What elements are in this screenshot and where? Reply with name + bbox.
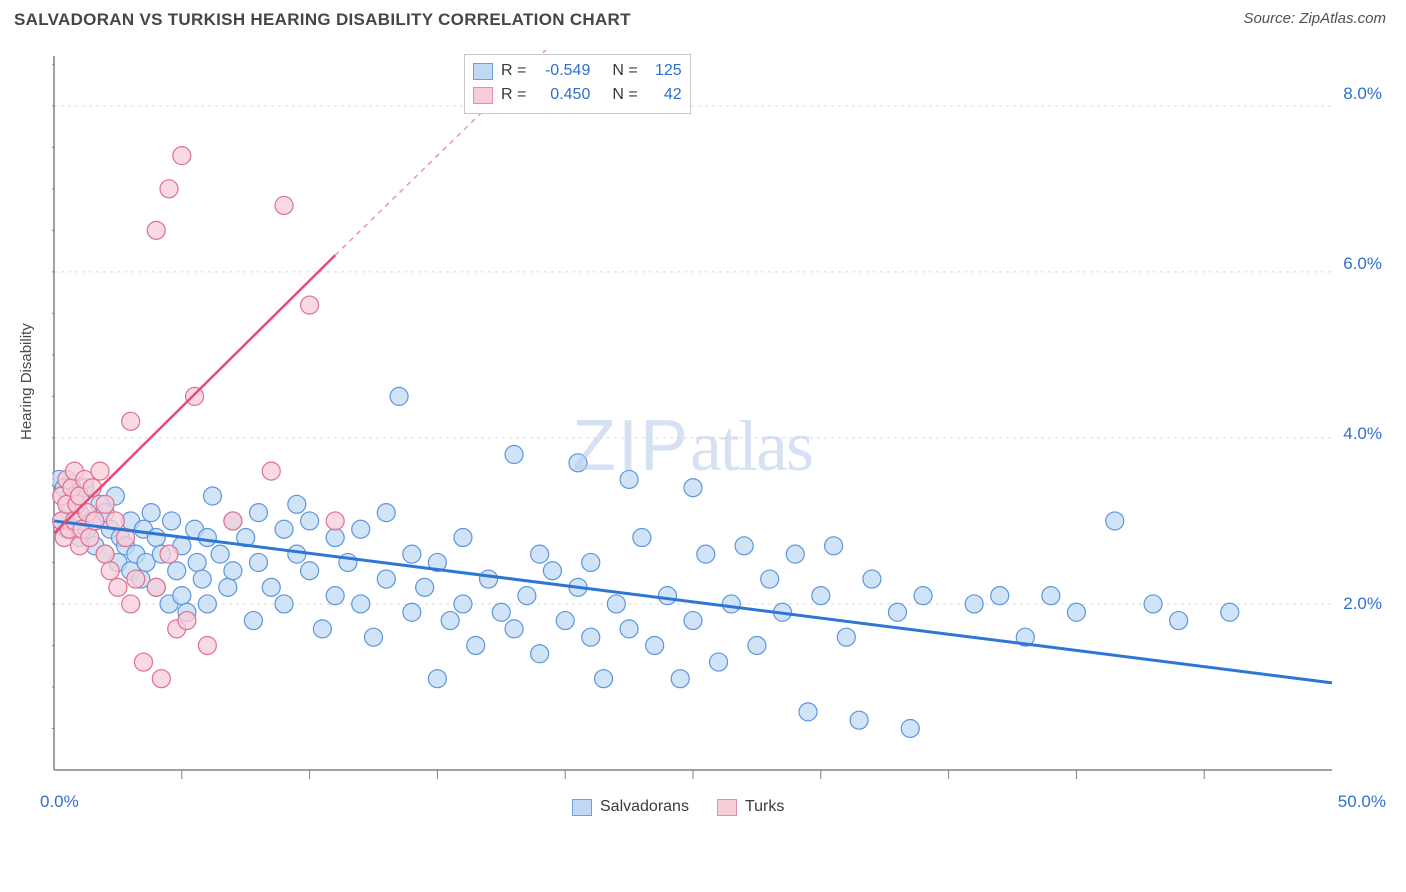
y-tick-label: 4.0% [1343, 424, 1382, 444]
swatch-salvadorans [473, 63, 493, 80]
legend-label: Turks [745, 798, 784, 816]
r-value: 0.450 [534, 83, 590, 107]
chart-title: SALVADORAN VS TURKISH HEARING DISABILITY… [14, 10, 631, 30]
n-value: 42 [646, 83, 682, 107]
y-tick-label: 6.0% [1343, 254, 1382, 274]
stats-row-turks: R = 0.450 N = 42 [473, 83, 682, 107]
x-tick-label: 50.0% [1338, 792, 1386, 812]
y-tick-label: 8.0% [1343, 84, 1382, 104]
legend-label: Salvadorans [600, 798, 689, 816]
stats-row-salvadorans: R = -0.549 N = 125 [473, 59, 682, 83]
legend: Salvadorans Turks [572, 798, 784, 816]
r-label: R = [501, 83, 526, 107]
legend-item-turks: Turks [717, 798, 784, 816]
n-value: 125 [646, 59, 682, 83]
scatter-plot [52, 50, 1392, 810]
r-label: R = [501, 59, 526, 83]
chart-area: ZIPatlas R = -0.549 N = 125 R = 0.450 N … [52, 50, 1392, 810]
swatch-turks [473, 87, 493, 104]
swatch-turks [717, 799, 737, 816]
y-axis-label: Hearing Disability [18, 323, 35, 440]
r-value: -0.549 [534, 59, 590, 83]
y-tick-label: 2.0% [1343, 594, 1382, 614]
source-attribution: Source: ZipAtlas.com [1243, 10, 1386, 27]
n-label: N = [612, 83, 637, 107]
stats-box: R = -0.549 N = 125 R = 0.450 N = 42 [464, 54, 691, 114]
swatch-salvadorans [572, 799, 592, 816]
legend-item-salvadorans: Salvadorans [572, 798, 689, 816]
n-label: N = [612, 59, 637, 83]
x-tick-label: 0.0% [40, 792, 79, 812]
